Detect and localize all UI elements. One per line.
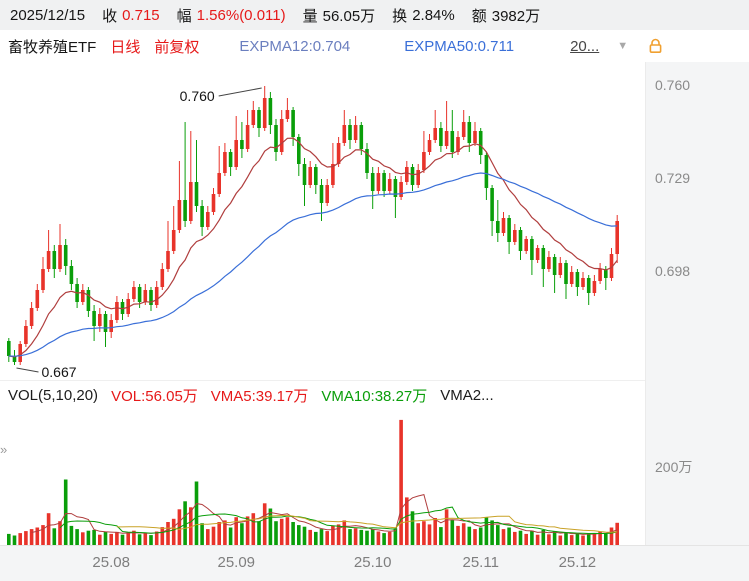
vma20-readout: VMA2... xyxy=(440,387,494,404)
vol-readout: VOL:56.05万 xyxy=(111,388,198,405)
chevron-down-icon[interactable]: ▼ xyxy=(617,40,629,52)
quote-summary-bar: 2025/12/15 收 0.715 幅 1.56%(0.011) 量 56.0… xyxy=(0,0,749,30)
price-chart[interactable]: 0.760 0.667 xyxy=(0,62,645,380)
vma10-readout: VMA10:38.27万 xyxy=(321,388,428,405)
volume-group: 量 56.05万 xyxy=(303,5,376,26)
close-value: 0.715 xyxy=(122,6,160,24)
amount-group: 额 3982万 xyxy=(472,5,540,26)
indicator-name[interactable]: VOL(5,10,20) xyxy=(8,387,99,404)
x-axis-label: 25.11 xyxy=(462,554,499,571)
price-chart-canvas[interactable]: 0.760 0.667 xyxy=(0,62,645,380)
close-label: 收 xyxy=(102,7,118,25)
volume-axis-label: 200万 xyxy=(655,458,693,475)
right-axis-strip: 0.760 0.729 0.698 200万 xyxy=(645,62,749,581)
volume-chart-canvas[interactable] xyxy=(0,410,645,545)
chart-toolbar: 畜牧养殖ETF 日线 前复权 EXPMA12:0.704 EXPMA50:0.7… xyxy=(0,30,749,62)
x-axis-label: 25.08 xyxy=(92,554,130,571)
period-selector[interactable]: 日线 xyxy=(110,38,141,56)
close-group: 收 0.715 xyxy=(102,5,160,26)
change-group: 幅 1.56%(0.011) xyxy=(177,5,286,26)
expma50-readout: EXPMA50:0.711 xyxy=(404,37,515,55)
price-axis-label: 0.729 xyxy=(655,170,691,186)
turnover-label: 换 xyxy=(392,7,408,25)
instrument-title: 畜牧养殖ETF xyxy=(8,38,97,56)
volume-indicator-bar: VOL(5,10,20) VOL:56.05万 VMA5:39.17万 VMA1… xyxy=(0,380,645,410)
turnover-group: 换 2.84% xyxy=(392,5,455,26)
x-axis-label: 25.12 xyxy=(558,554,597,571)
volume-label: 量 xyxy=(302,7,318,25)
x-axis-label: 25.09 xyxy=(217,554,256,571)
expand-panel-chevron-icon[interactable]: » xyxy=(0,442,8,457)
adjust-mode-selector[interactable]: 前复权 xyxy=(154,38,200,56)
price-axis-label: 0.760 xyxy=(655,77,691,93)
price-axis-label: 0.698 xyxy=(655,263,691,279)
change-label: 幅 xyxy=(176,7,192,25)
expma12-readout: EXPMA12:0.704 xyxy=(239,37,351,55)
time-axis: 25.08 25.09 25.10 25.11 25.12 xyxy=(0,545,749,581)
volume-chart[interactable] xyxy=(0,410,645,545)
change-value: 1.56%(0.011) xyxy=(196,6,286,24)
lock-icon[interactable] xyxy=(648,38,663,54)
volume-value: 56.05万 xyxy=(322,7,376,25)
turnover-value: 2.84% xyxy=(412,6,455,24)
amount-label: 额 xyxy=(471,7,487,25)
x-axis-label: 25.10 xyxy=(353,554,392,571)
svg-text:0.667: 0.667 xyxy=(42,364,77,380)
indicator-settings-link[interactable]: 20... xyxy=(570,37,600,55)
amount-value: 3982万 xyxy=(491,7,541,25)
vma5-readout: VMA5:39.17万 xyxy=(210,388,309,405)
quote-date: 2025/12/15 xyxy=(10,6,86,24)
svg-text:0.760: 0.760 xyxy=(180,88,215,104)
